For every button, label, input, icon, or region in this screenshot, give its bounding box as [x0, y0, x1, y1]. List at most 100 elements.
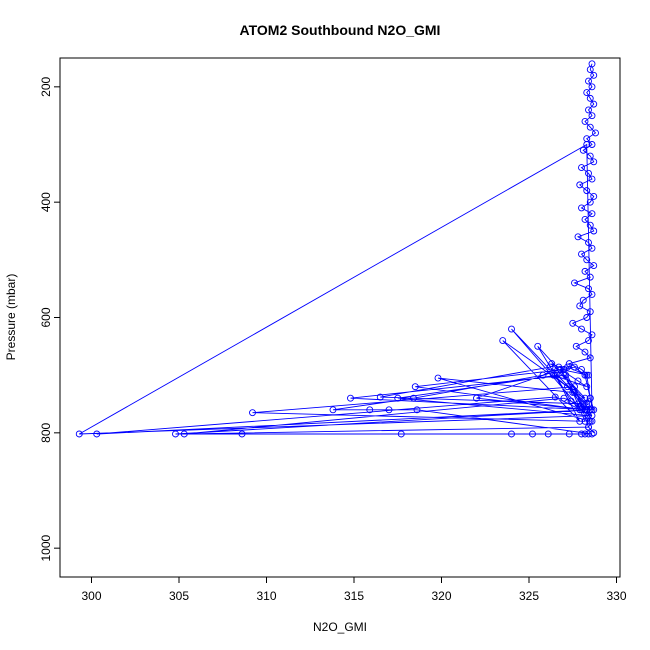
- data-point: [585, 337, 592, 345]
- x-tick-label: 330: [606, 589, 626, 603]
- data-point: [590, 158, 598, 166]
- data-point: [376, 393, 384, 401]
- data-point: [583, 256, 591, 264]
- data-point: [588, 175, 596, 183]
- x-tick-label: 300: [81, 589, 101, 603]
- data-point: [585, 239, 592, 246]
- data-point: [588, 141, 596, 148]
- data-point: [571, 279, 578, 287]
- data-point: [579, 296, 587, 304]
- data-point: [329, 406, 337, 414]
- data-point: [499, 337, 507, 345]
- data-point: [249, 409, 256, 417]
- data-point: [588, 244, 596, 252]
- data-point: [529, 430, 536, 438]
- data-point: [585, 169, 592, 177]
- data-point: [410, 394, 417, 402]
- data-point: [238, 430, 246, 438]
- data-point: [586, 66, 594, 73]
- data-point: [588, 83, 596, 91]
- data-point: [583, 89, 591, 97]
- x-tick-label: 315: [344, 589, 364, 603]
- data-point: [560, 365, 568, 373]
- data-point: [585, 423, 592, 431]
- data-point: [508, 325, 515, 333]
- data-point: [588, 417, 596, 425]
- data-point: [583, 406, 591, 414]
- data-point: [578, 406, 585, 414]
- data-point: [583, 314, 591, 321]
- data-point: [565, 430, 573, 438]
- data-point: [583, 371, 591, 379]
- data-point: [571, 363, 578, 371]
- data-point: [385, 406, 393, 414]
- data-point: [583, 187, 591, 195]
- series-line: [79, 63, 597, 435]
- data-point: [585, 106, 592, 114]
- data-point: [567, 397, 575, 405]
- data-point: [548, 360, 556, 368]
- data-point: [585, 77, 592, 85]
- data-point: [586, 221, 594, 229]
- data-point: [585, 285, 592, 293]
- data-point: [544, 430, 552, 438]
- data-point: [576, 302, 584, 310]
- data-point: [394, 394, 402, 402]
- data-point: [546, 363, 554, 371]
- x-tick-label: 305: [169, 589, 189, 603]
- data-point: [590, 262, 598, 270]
- data-point: [557, 365, 564, 373]
- x-tick-label: 310: [256, 589, 276, 603]
- data-point: [581, 371, 589, 379]
- data-point: [581, 117, 589, 125]
- data-point: [578, 164, 585, 172]
- x-tick-label: 320: [431, 589, 451, 603]
- y-tick-label: 600: [39, 307, 53, 327]
- data-point: [553, 371, 561, 379]
- data-point: [578, 325, 585, 333]
- data-point: [588, 331, 596, 339]
- data-point: [588, 406, 596, 414]
- data-point: [565, 360, 573, 368]
- data-point: [75, 430, 83, 438]
- series-layer: [75, 60, 599, 438]
- data-point: [564, 383, 571, 391]
- data-point: [569, 319, 577, 327]
- y-tick-label: 200: [39, 77, 53, 97]
- data-point: [180, 430, 188, 438]
- data-point: [581, 348, 589, 356]
- data-point: [578, 250, 585, 258]
- data-point: [586, 123, 594, 131]
- data-point: [413, 406, 421, 414]
- data-point: [434, 374, 442, 382]
- x-axis: 300 305 310 315 320 325 330: [81, 577, 627, 603]
- data-point: [172, 430, 179, 438]
- data-point: [592, 129, 599, 137]
- data-point: [588, 430, 596, 438]
- data-point: [564, 363, 571, 371]
- data-point: [539, 371, 547, 379]
- x-tick-label: 325: [519, 589, 539, 603]
- chart-title: ATOM2 Southbound N2O_GMI: [240, 22, 441, 38]
- data-point: [578, 204, 585, 212]
- data-point: [590, 100, 598, 108]
- data-point: [590, 71, 598, 79]
- data-point: [347, 394, 354, 402]
- data-point: [508, 430, 515, 438]
- data-point: [581, 430, 589, 438]
- y-axis: 200 400 600 800 1000: [39, 77, 60, 562]
- data-point: [578, 365, 585, 373]
- data-point: [551, 371, 559, 379]
- data-point: [574, 400, 582, 408]
- y-tick-label: 400: [39, 192, 53, 212]
- data-point: [411, 383, 419, 391]
- plot-frame: [59, 57, 621, 578]
- data-point: [586, 354, 594, 362]
- data-point: [581, 417, 589, 425]
- data-point: [93, 430, 101, 438]
- data-point: [576, 181, 584, 189]
- data-point: [590, 429, 598, 437]
- y-tick-label: 800: [39, 423, 53, 443]
- data-point: [397, 430, 405, 438]
- y-tick-label: 1000: [39, 534, 53, 561]
